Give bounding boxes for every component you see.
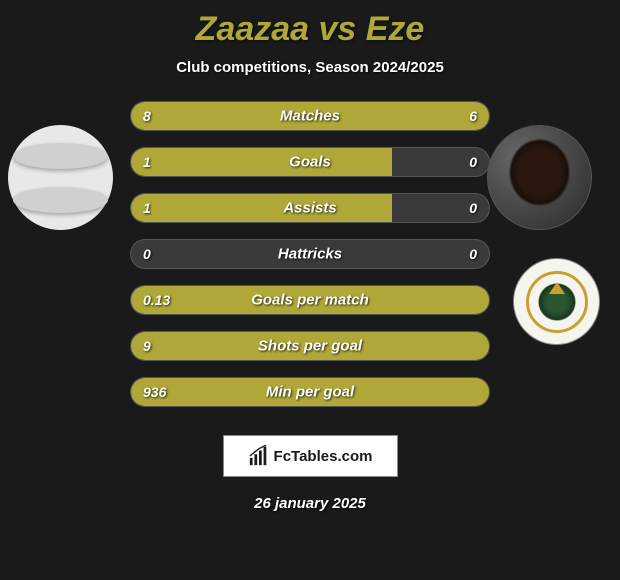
stat-label: Matches <box>280 108 340 125</box>
date-text: 26 january 2025 <box>0 495 620 512</box>
avatar-placeholder-shape <box>13 143 108 169</box>
stat-value-left: 1 <box>143 200 151 216</box>
logo-text: FcTables.com <box>274 448 373 465</box>
stat-value-right: 0 <box>469 246 477 262</box>
stat-label: Hattricks <box>278 246 342 263</box>
chart-icon <box>248 445 270 467</box>
page-subtitle: Club competitions, Season 2024/2025 <box>0 59 620 76</box>
avatar-placeholder-shape <box>13 187 108 213</box>
fctables-logo[interactable]: FcTables.com <box>223 435 398 477</box>
page-container: Zaazaa vs Eze Club competitions, Season … <box>0 0 620 580</box>
stat-row: 1 Assists 0 <box>130 193 490 223</box>
stat-bar-left <box>131 148 392 176</box>
stat-value-left: 8 <box>143 108 151 124</box>
stat-label: Assists <box>283 200 336 217</box>
player-right-avatar <box>487 125 592 230</box>
stat-value-left: 936 <box>143 384 166 400</box>
stat-label: Goals <box>289 154 331 171</box>
stat-label: Min per goal <box>266 384 354 401</box>
stat-row: 1 Goals 0 <box>130 147 490 177</box>
stat-value-left: 0.13 <box>143 292 170 308</box>
stat-value-left: 0 <box>143 246 151 262</box>
stat-row: 0 Hattricks 0 <box>130 239 490 269</box>
team-badge <box>513 258 600 345</box>
stat-value-right: 6 <box>469 108 477 124</box>
stat-row: 9 Shots per goal <box>130 331 490 361</box>
badge-emblem <box>526 271 588 333</box>
stat-label: Shots per goal <box>258 338 362 355</box>
stat-value-right: 0 <box>469 200 477 216</box>
face-silhouette <box>488 126 591 229</box>
stat-row: 8 Matches 6 <box>130 101 490 131</box>
stat-label: Goals per match <box>251 292 369 309</box>
stat-value-left: 9 <box>143 338 151 354</box>
player-left-avatar <box>8 125 113 230</box>
stat-bar-left <box>131 194 392 222</box>
page-title: Zaazaa vs Eze <box>0 10 620 49</box>
stat-bar-right <box>335 102 489 130</box>
stat-value-left: 1 <box>143 154 151 170</box>
stat-row: 936 Min per goal <box>130 377 490 407</box>
stat-row: 0.13 Goals per match <box>130 285 490 315</box>
stat-value-right: 0 <box>469 154 477 170</box>
